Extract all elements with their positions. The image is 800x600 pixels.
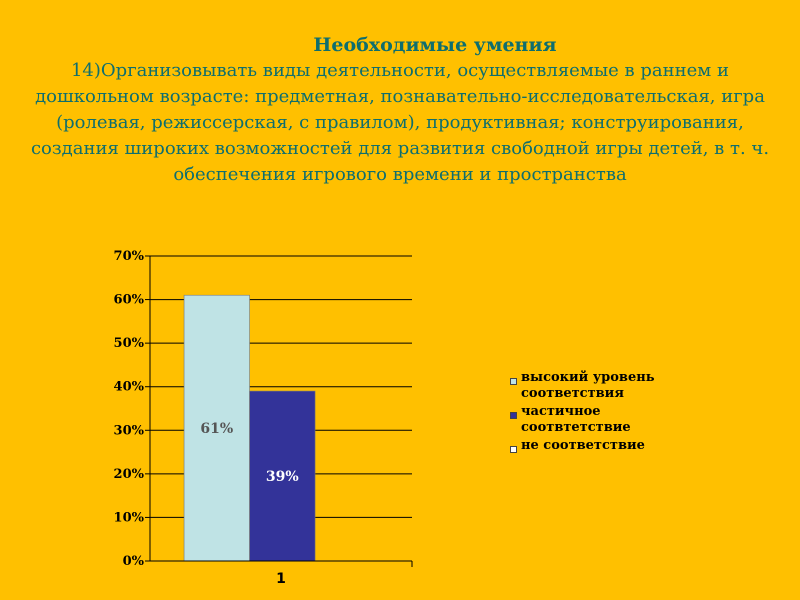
y-tick-label: 70% bbox=[114, 249, 145, 264]
legend-item: высокий уровень соответствия bbox=[508, 370, 708, 402]
slide-title-block: Необходимые умения 14)Организовывать вид… bbox=[30, 32, 770, 188]
bars bbox=[183, 294, 316, 562]
y-tick-label: 0% bbox=[123, 554, 145, 569]
y-tick-label: 60% bbox=[114, 293, 145, 308]
axes bbox=[149, 256, 413, 567]
legend-label: не соответствие bbox=[521, 438, 645, 453]
bar bbox=[249, 390, 316, 562]
y-tick-label: 40% bbox=[114, 380, 145, 395]
chart-legend: высокий уровень соответствия частичное с… bbox=[508, 370, 708, 456]
slide-heading: Необходимые умения bbox=[313, 34, 557, 56]
x-category-label: 1 bbox=[276, 571, 286, 587]
bar-data-labels: 61% 39% bbox=[200, 421, 298, 485]
legend-swatch bbox=[510, 378, 517, 385]
legend-item: частичное соотвтетствие bbox=[508, 404, 708, 436]
y-tick-label: 30% bbox=[114, 423, 145, 438]
slide-body-text: 14)Организовывать виды деятельности, осу… bbox=[30, 60, 770, 185]
y-tick-label: 50% bbox=[114, 336, 145, 351]
y-tick-label: 10% bbox=[114, 510, 145, 525]
y-tick-label: 20% bbox=[114, 467, 145, 482]
bar-data-label: 61% bbox=[200, 421, 233, 437]
x-axis-categories: 1 bbox=[276, 571, 286, 587]
legend-swatch bbox=[510, 446, 517, 453]
legend-label: частичное соотвтетствие bbox=[521, 404, 631, 435]
legend-label: высокий уровень соответствия bbox=[521, 370, 655, 401]
bar-data-label: 39% bbox=[266, 469, 299, 485]
legend-item: не соответствие bbox=[508, 438, 708, 454]
bar bbox=[183, 294, 250, 562]
y-axis-ticks: 0% 10% 20% 30% 40% 50% 60% 70% bbox=[114, 249, 150, 569]
legend-swatch bbox=[510, 412, 517, 419]
